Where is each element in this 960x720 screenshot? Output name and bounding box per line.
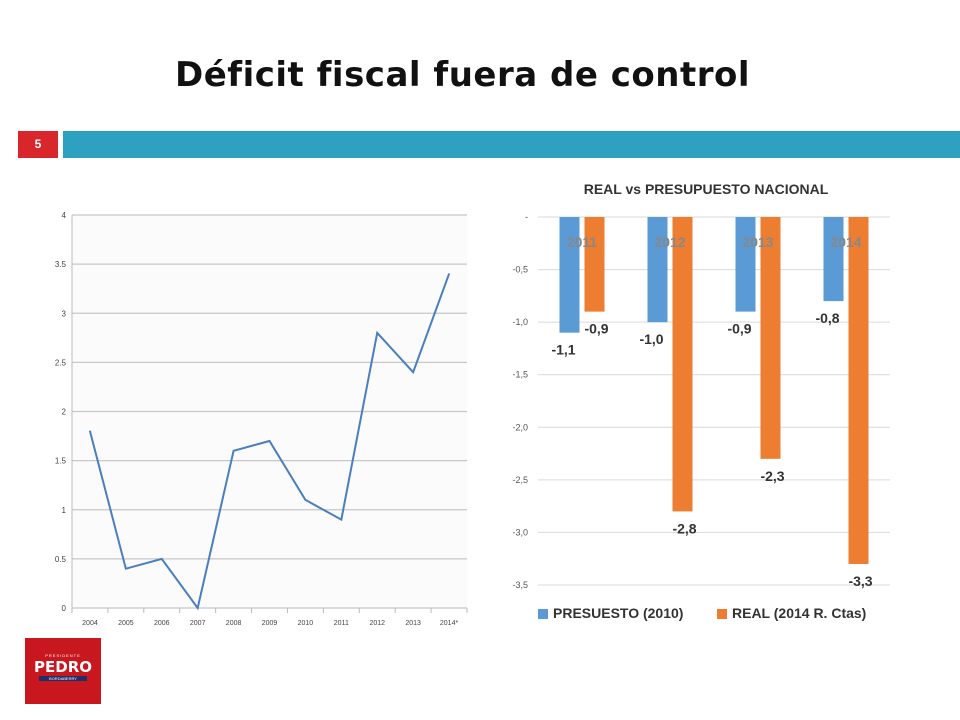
bar	[735, 217, 756, 312]
line-point	[304, 499, 307, 501]
bar	[672, 217, 693, 512]
line-x-tick-label: 2005	[118, 620, 134, 627]
bar-data-label: -1,0	[639, 331, 663, 347]
line-point	[268, 440, 271, 442]
slide-title: Déficit fiscal fuera de control	[175, 55, 750, 95]
bar-data-label: -2,8	[672, 520, 696, 536]
logo-top-text: PRESIDENTE	[45, 653, 81, 658]
line-point	[448, 273, 450, 275]
bar-data-label: -0,8	[815, 310, 839, 326]
legend-label-presupuesto: PRESUESTO (2010)	[553, 605, 683, 621]
bar	[559, 217, 580, 333]
line-x-tick-label: 2012	[369, 620, 385, 627]
line-point	[125, 567, 127, 570]
line-point	[412, 371, 414, 374]
bar-y-tick-label: -3,5	[512, 580, 528, 590]
bar-y-tick-label: -	[525, 212, 528, 222]
bar-y-tick-label: -1,5	[512, 370, 528, 380]
line-x-tick-label: 2006	[154, 620, 170, 627]
line-x-tick-label: 2004	[82, 620, 98, 627]
line-y-tick-label: 3.5	[55, 260, 67, 269]
bar-y-tick-label: -2,0	[512, 422, 528, 432]
bar-y-tick-label: -0,5	[512, 265, 528, 275]
line-x-tick-label: 2009	[262, 620, 278, 627]
bar-data-label: -3,3	[848, 573, 872, 589]
legend-swatch-presupuesto	[538, 609, 548, 619]
line-y-tick-label: 0.5	[55, 555, 67, 564]
bar-y-tick-label: -2,5	[512, 475, 528, 485]
line-y-tick-label: 3	[62, 309, 67, 318]
campaign-logo: PRESIDENTE PEDRO BORDABERRY	[25, 638, 101, 704]
bar-data-label: -0,9	[584, 321, 608, 337]
line-point	[232, 450, 235, 452]
line-point	[160, 558, 163, 560]
logo-sub-text: BORDABERRY	[39, 676, 87, 681]
bar-y-tick-label: -3,0	[512, 527, 528, 537]
line-point	[89, 430, 91, 432]
bar-data-label: -2,3	[760, 468, 784, 484]
bar-category-label: 2013	[742, 234, 773, 250]
line-x-tick-label: 2014*	[440, 620, 459, 627]
line-x-tick-label: 2013	[405, 620, 421, 627]
line-x-tick-label: 2008	[226, 620, 242, 627]
bar-category-label: 2011	[567, 234, 598, 250]
bar-category-label: 2014	[830, 234, 861, 250]
logo-name: PEDRO	[34, 658, 92, 676]
line-y-tick-label: 4	[62, 211, 67, 220]
line-point	[196, 607, 199, 609]
line-y-tick-label: 0	[62, 604, 67, 613]
bar-category-label: 2012	[654, 234, 685, 250]
line-y-tick-label: 1	[62, 506, 67, 515]
line-y-tick-label: 2.5	[55, 358, 67, 367]
bar-data-label: -0,9	[727, 321, 751, 337]
bar-data-label: -1,1	[551, 342, 575, 358]
header-accent-bar	[63, 131, 960, 158]
bar-chart-title: REAL vs PRESUPUESTO NACIONAL	[584, 181, 829, 197]
line-y-tick-label: 2	[62, 408, 67, 417]
bar	[647, 217, 668, 323]
line-point	[340, 518, 343, 521]
legend-label-real: REAL (2014 R. Ctas)	[732, 605, 866, 621]
bar	[760, 217, 781, 459]
legend-swatch-real	[717, 609, 727, 619]
line-x-tick-label: 2007	[190, 620, 206, 627]
bar	[584, 217, 605, 312]
bar-y-tick-label: -1,0	[512, 317, 528, 327]
bar	[848, 217, 869, 564]
line-point	[376, 332, 379, 334]
slide-number: 5	[34, 137, 42, 151]
bar	[823, 217, 844, 302]
slide-number-bar	[18, 131, 58, 158]
line-y-tick-label: 1.5	[55, 457, 67, 466]
line-x-tick-label: 2011	[334, 620, 349, 627]
line-x-tick-label: 2010	[298, 620, 314, 627]
